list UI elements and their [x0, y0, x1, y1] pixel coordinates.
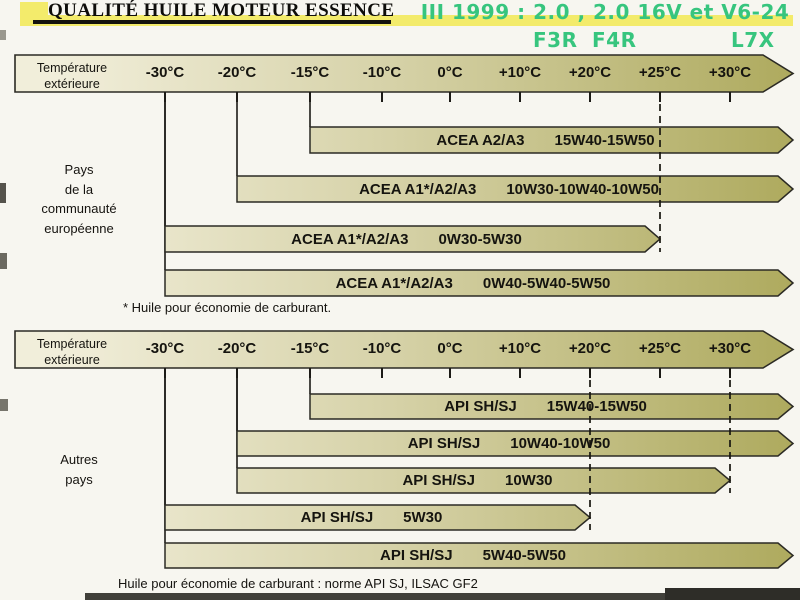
temp-tick-label: -30°C: [145, 340, 185, 357]
scale-caption: Température extérieure: [20, 336, 124, 369]
oil-viscosity-label: 0W40-5W40-5W50: [482, 274, 611, 292]
page-title: QUALITÉ HUILE MOTEUR ESSENCE: [48, 0, 395, 21]
oil-range-bar: [164, 225, 662, 253]
temp-tick-label: -10°C: [362, 64, 402, 81]
temp-tick-label: +10°C: [498, 64, 542, 81]
handwritten-annotation: III 1999 : 2.0 , 2.0 16V et V6-24: [420, 0, 790, 24]
temp-tick-label: +20°C: [568, 340, 612, 357]
temp-tick-label: -30°C: [145, 64, 185, 81]
temp-tick-label: +25°C: [638, 64, 682, 81]
oil-bar-label-group: API SH/SJ 5W30: [165, 505, 578, 530]
engine-code-f3r: F3R: [533, 28, 578, 52]
engine-code-f4r: F4R: [592, 28, 637, 52]
oil-spec-label: API SH/SJ: [380, 547, 453, 564]
oil-range-bar: [309, 393, 795, 420]
oil-spec-label: API SH/SJ: [444, 398, 517, 415]
temp-tick-label: +25°C: [638, 340, 682, 357]
temp-tick-label: 0°C: [437, 64, 463, 81]
scale-caption-line2: extérieure: [44, 77, 100, 92]
title-underline: [33, 20, 391, 24]
scale-caption-line1: Température: [36, 337, 108, 351]
temp-tick-label: +20°C: [568, 64, 612, 81]
oil-bar-label-group: ACEA A1*/A2/A3 0W30-5W30: [165, 226, 648, 252]
oil-spec-label: ACEA A1*/A2/A3: [359, 180, 477, 198]
oil-bar-label-group: ACEA A1*/A2/A3 0W40-5W40-5W50: [165, 270, 781, 296]
scale-caption: Température extérieure: [20, 60, 124, 93]
temp-tick-label: +30°C: [708, 64, 752, 81]
title-highlight-band: [20, 15, 793, 26]
oil-bar-label-group: API SH/SJ 15W40-15W50: [310, 394, 781, 419]
oil-range-bar: [164, 542, 795, 569]
oil-bar-label-group: API SH/SJ 5W40-5W50: [165, 543, 781, 568]
temp-tick-label: -15°C: [290, 340, 330, 357]
temp-tick-label: +10°C: [498, 340, 542, 357]
oil-viscosity-label: 5W30: [403, 509, 443, 526]
oil-spec-label: API SH/SJ: [402, 472, 475, 489]
oil-viscosity-label: 10W30-10W40-10W50: [506, 180, 659, 198]
oil-spec-label: API SH/SJ: [407, 435, 481, 452]
oil-viscosity-label: 5W40-5W50: [482, 547, 566, 564]
temp-tick-label: -10°C: [362, 340, 402, 357]
footnote: * Huile pour économie de carburant.: [123, 300, 332, 315]
oil-spec-label: ACEA A1*/A2/A3: [291, 230, 409, 248]
oil-range-bar: [164, 269, 795, 297]
oil-viscosity-label: 0W30-5W30: [438, 230, 522, 248]
oil-viscosity-label: 10W40-10W50: [510, 435, 611, 452]
temp-tick-label: +30°C: [708, 340, 752, 357]
oil-range-bar: [309, 126, 795, 154]
oil-spec-label: ACEA A2/A3: [436, 131, 525, 149]
scan-artifact: [0, 183, 6, 203]
section-label: Autres pays: [60, 452, 98, 487]
temp-tick-label: 0°C: [437, 340, 463, 357]
scan-edge-bottom: [85, 593, 800, 600]
temperature-scale-bar: [14, 330, 795, 369]
oil-bar-label-group: ACEA A2/A3 15W40-15W50: [310, 127, 781, 153]
oil-bar-label-group: ACEA A1*/A2/A3 10W30-10W40-10W50: [237, 176, 781, 202]
scan-artifact: [0, 253, 7, 269]
scan-artifact: [0, 399, 8, 411]
oil-bar-label-group: API SH/SJ 10W40-10W50: [237, 431, 781, 456]
oil-bar-label-group: API SH/SJ 10W30: [237, 468, 718, 493]
oil-range-bar: [164, 504, 592, 531]
temperature-scale-bar: [14, 54, 795, 93]
temp-tick-label: -15°C: [290, 64, 330, 81]
oil-viscosity-label: 15W40-15W50: [554, 131, 655, 149]
oil-spec-label: API SH/SJ: [300, 509, 374, 526]
oil-spec-label: ACEA A1*/A2/A3: [335, 274, 453, 292]
oil-viscosity-label: 15W40-15W50: [546, 398, 647, 415]
oil-range-bar: [236, 430, 795, 457]
temp-tick-label: -20°C: [217, 340, 257, 357]
engine-code-l7x: L7X: [731, 28, 775, 52]
footnote: Huile pour économie de carburant : norme…: [118, 576, 478, 591]
scale-caption-line2: extérieure: [44, 353, 100, 368]
oil-viscosity-label: 10W30: [505, 472, 553, 489]
oil-range-bar: [236, 467, 732, 494]
scan-edge-bottom-right: [665, 588, 800, 600]
oil-range-bar: [236, 175, 795, 203]
scale-caption-line1: Température: [36, 61, 108, 75]
temp-tick-label: -20°C: [217, 64, 257, 81]
scan-artifact: [0, 30, 6, 40]
section-label: Pays de la communauté européenne: [41, 162, 117, 236]
